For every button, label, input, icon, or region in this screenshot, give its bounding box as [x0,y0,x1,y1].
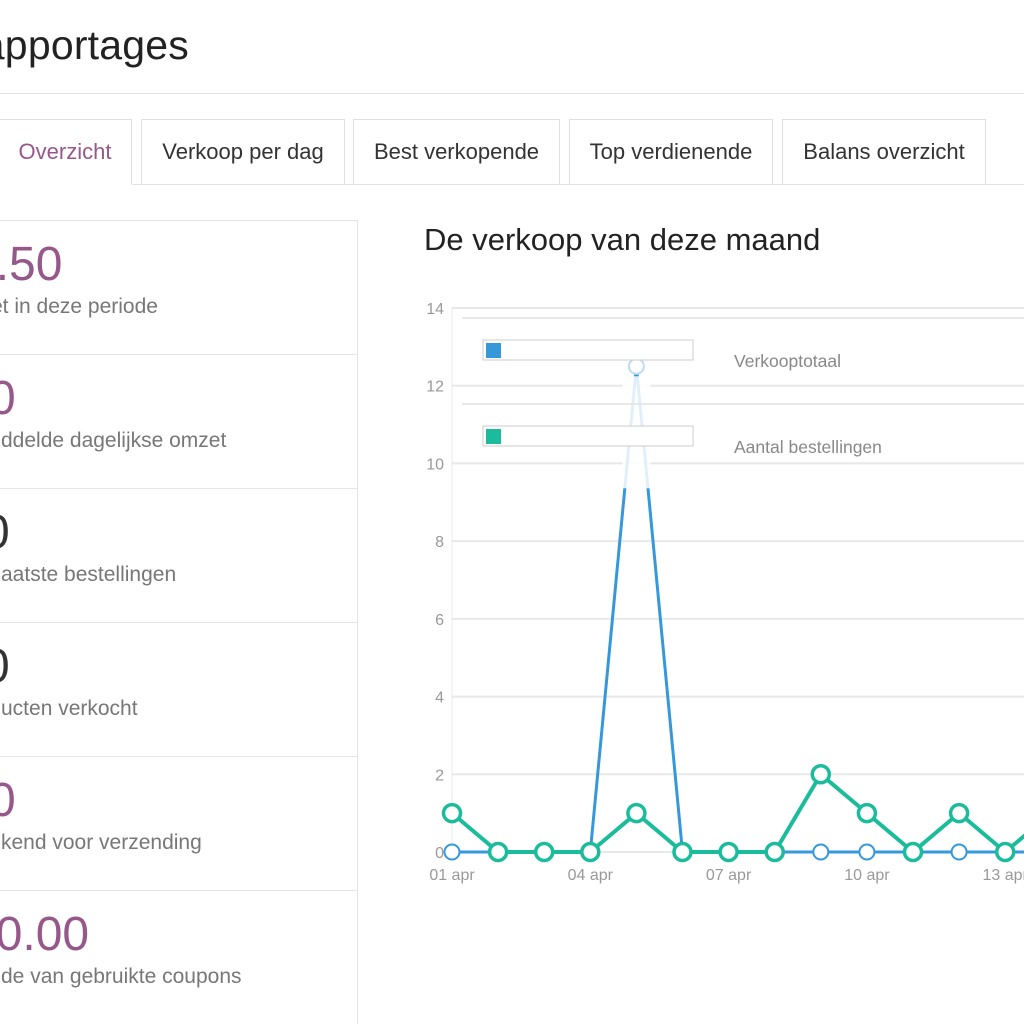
data-point-verkooptotaal [858,843,876,861]
x-tick-label: 10 apr [844,867,890,884]
stat-net-sales: 2.50 et in deze periode [0,221,357,355]
legend-swatch [486,429,501,444]
stat-label: aatste bestellingen [1,563,177,586]
data-point-aantal-bestellingen [580,841,601,863]
data-point-aantal-bestellingen [994,841,1016,863]
tab-best-verkopende[interactable]: Best verkopende [353,119,560,185]
stat-value: 2.50 [0,238,63,291]
stat-shipping: .00 kend voor verzending [0,757,357,891]
data-point-aantal-bestellingen [487,841,509,863]
data-point-aantal-bestellingen [948,802,970,824]
data-point-aantal-bestellingen [672,841,693,863]
data-point-aantal-bestellingen [856,802,878,824]
tab-top-verdienende[interactable]: Top verdienende [569,119,773,185]
stat-label: de van gebruikte coupons [1,965,242,988]
stat-label: ucten verkocht [1,697,138,720]
stat-items-sold: 0 ucten verkocht [0,623,357,757]
data-point-aantal-bestellingen [764,841,785,863]
y-tick-label: 4 [435,690,444,707]
stat-value: .40 [0,371,79,426]
y-tick-label: 0 [435,845,444,862]
stat-average-daily: .40 ddelde dagelijkse omzet [0,355,357,489]
data-point-aantal-bestellingen [441,802,463,824]
data-point-verkooptotaal [812,843,830,861]
y-tick-label: 10 [426,456,444,473]
data-point-aantal-bestellingen [533,841,555,863]
legend-label: Aantal bestellingen [734,437,882,457]
data-point-aantal-bestellingen [810,764,832,785]
data-point-verkooptotaal [443,843,461,861]
data-point-aantal-bestellingen [718,841,739,863]
x-tick-label: 04 apr [568,867,614,884]
legend-box [482,425,694,447]
stat-label: ddelde dagelijkse omzet [1,429,227,452]
y-tick-label: 14 [426,301,444,318]
stat-value: 20.00 [0,908,90,961]
legend-label: Verkooptotaal [734,351,841,371]
tab-balans-overzicht[interactable]: Balans overzicht [782,119,986,185]
legend-box [482,339,694,361]
chart-title: De verkoop van deze maand [424,222,821,257]
tab-overzicht[interactable]: Overzicht [0,119,132,185]
stat-orders-placed: 0 aatste bestellingen [0,489,357,623]
data-point-aantal-bestellingen [626,802,647,824]
series-line-verkooptotaal [452,366,1024,854]
stat-value: 0 [0,639,13,694]
report-tabs: Overzicht Verkoop per dag Best verkopend… [0,119,1024,185]
tab-verkoop-per-dag[interactable]: Verkoop per dag [141,119,345,185]
y-tick-label: 12 [426,379,444,396]
y-tick-label: 8 [435,534,444,551]
legend-swatch [486,343,501,358]
x-tick-label: 01 apr [429,867,475,884]
page-title: Rapportages [0,22,189,68]
stats-panel: 2.50 et in deze periode .40 ddelde dagel… [0,220,358,1024]
x-tick-label: 07 apr [706,867,752,884]
series-line-aantal-bestellingen [450,771,1024,855]
stat-value: .00 [0,773,79,828]
peak-highlight [622,376,651,489]
y-tick-label: 2 [435,767,444,784]
stat-label: kend voor verzending [1,831,202,854]
stat-coupons: 20.00 de van gebruikte coupons [0,891,357,1024]
data-point-verkooptotaal [627,357,645,375]
x-tick-label: 13 apr [983,867,1024,884]
data-point-aantal-bestellingen [902,841,924,863]
y-tick-label: 6 [435,612,444,629]
title-divider [0,93,1024,94]
stat-value: 0 [0,505,13,560]
data-point-verkooptotaal [950,843,968,861]
stat-label: et in deze periode [0,295,158,318]
